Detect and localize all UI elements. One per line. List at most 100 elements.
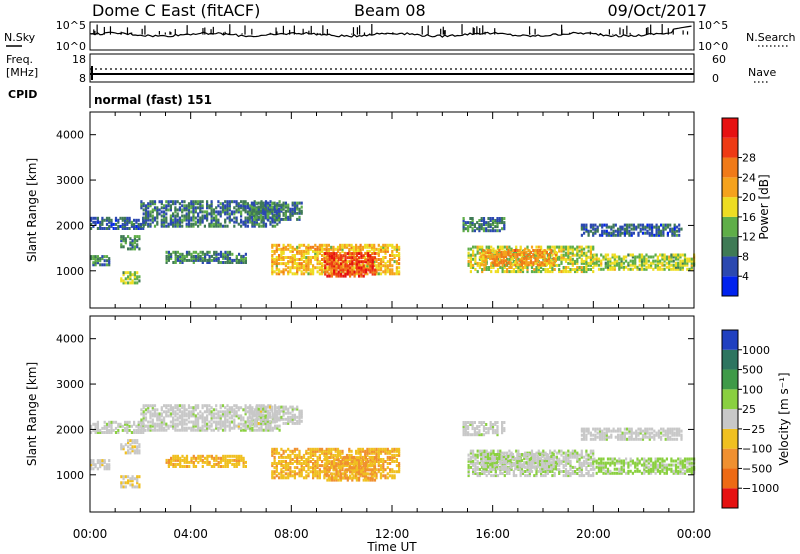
power-cell [318, 243, 321, 247]
velocity-cell [521, 470, 525, 473]
power-cell [291, 258, 294, 261]
power-cell [510, 270, 513, 274]
power-cell [358, 266, 361, 270]
power-cell [613, 267, 616, 271]
power-cell [212, 224, 215, 228]
power-cell [677, 255, 680, 259]
velocity-cell [110, 431, 113, 434]
power-cell [181, 200, 184, 204]
velocity-cell [133, 420, 136, 424]
velocity-cell [389, 474, 392, 478]
power-cell [355, 254, 358, 258]
velocity-cell [359, 474, 362, 478]
power-cell [127, 271, 130, 275]
power-cell [478, 263, 481, 267]
power-cell [341, 245, 344, 249]
velocity-cell [389, 468, 392, 472]
power-cell [639, 227, 642, 231]
power-cell [330, 270, 333, 274]
velocity-cell [253, 411, 256, 415]
power-cell [571, 259, 574, 263]
power-cell [325, 243, 328, 247]
velocity-cell [289, 449, 292, 453]
velocity-cell [174, 465, 177, 468]
power-cell [631, 261, 634, 265]
velocity-cell [178, 410, 181, 414]
power-cell [210, 214, 213, 218]
power-cell [583, 266, 586, 269]
velocity-cell [364, 456, 367, 460]
velocity-cell [203, 424, 206, 428]
velocity-cell [326, 478, 329, 482]
velocity-cell [122, 485, 125, 489]
power-cell [335, 256, 338, 260]
velocity-cell [259, 413, 263, 417]
power-cell [638, 259, 641, 263]
velocity-cell [172, 416, 175, 420]
velocity-cell [151, 428, 154, 432]
power-cell [548, 255, 551, 259]
power-cell [611, 261, 614, 265]
velocity-cell [298, 451, 301, 455]
power-cell [585, 245, 588, 249]
power-cell [674, 253, 678, 257]
power-cell [181, 254, 184, 258]
power-cell [266, 217, 269, 221]
power-cell [592, 266, 595, 269]
velocity-cell [114, 420, 118, 424]
power-cell [240, 206, 243, 210]
power-cell [536, 251, 539, 254]
power-cell [606, 267, 610, 271]
power-cell [371, 262, 374, 266]
power-cell [471, 219, 474, 222]
power-cell [643, 255, 646, 259]
velocity-cell [291, 474, 294, 478]
power-cell [233, 258, 236, 262]
power-cell [505, 251, 508, 254]
power-cell [203, 216, 206, 220]
power-cell [654, 265, 657, 269]
velocity-cell [296, 462, 299, 465]
power-cell [352, 268, 355, 272]
power-cell [244, 202, 247, 206]
velocity-cell [355, 472, 358, 476]
velocity-cell [197, 422, 200, 426]
power-cell [495, 257, 499, 261]
power-cell [585, 225, 588, 229]
power-cell [491, 261, 494, 265]
velocity-cell [398, 451, 401, 455]
velocity-cell [368, 451, 371, 455]
velocity-cell [269, 424, 272, 428]
power-cell [525, 263, 528, 267]
velocity-cell [503, 470, 506, 473]
power-cell [665, 255, 668, 259]
power-cell [489, 251, 492, 254]
velocity-cell [262, 404, 265, 408]
velocity-cell [339, 453, 342, 457]
power-cell [614, 233, 617, 237]
velocity-cell [268, 411, 272, 415]
power-cell [90, 255, 93, 259]
velocity-cell [230, 426, 234, 430]
power-cell [348, 264, 351, 268]
velocity-cell [158, 426, 161, 430]
power-cell [562, 245, 565, 249]
power-cell [587, 229, 590, 233]
power-cell [242, 222, 245, 226]
power-cell [616, 259, 619, 263]
velocity-cell [158, 418, 161, 422]
velocity-cell [318, 449, 321, 453]
power-cell [257, 201, 260, 205]
power-cell [219, 206, 222, 210]
power-cell [375, 268, 378, 272]
power-cell [634, 261, 637, 265]
power-cell [165, 224, 168, 228]
power-cell [526, 247, 529, 251]
power-cell [675, 233, 679, 237]
power-cell [133, 271, 136, 275]
velocity-cell [312, 458, 315, 461]
velocity-cell [289, 415, 292, 419]
power-cell [287, 272, 290, 276]
power-cell [502, 251, 505, 254]
power-cell [244, 208, 247, 212]
